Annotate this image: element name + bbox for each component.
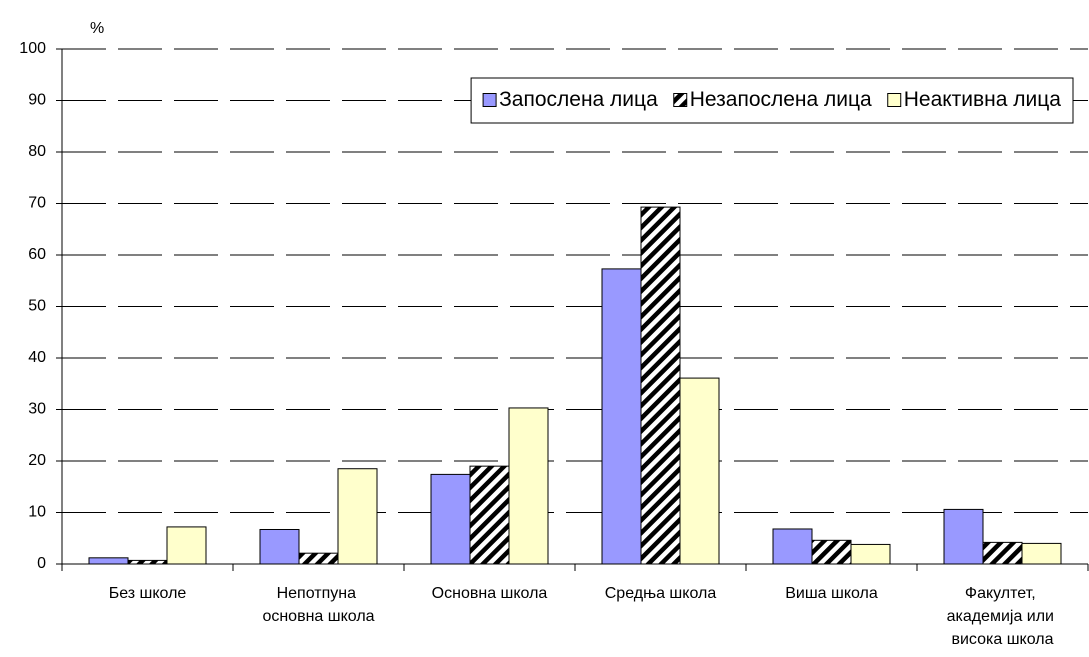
bar bbox=[640, 206, 681, 565]
x-tick-label: Основна школа bbox=[432, 585, 548, 602]
legend-swatch bbox=[482, 93, 497, 107]
bar bbox=[679, 377, 720, 565]
y-tick-label: 0 bbox=[37, 555, 46, 572]
bar bbox=[337, 468, 378, 565]
y-tick-label: 10 bbox=[28, 504, 46, 521]
bar bbox=[943, 508, 984, 565]
y-tick-label: 50 bbox=[28, 298, 46, 315]
y-tick-label: 40 bbox=[28, 349, 46, 366]
bar bbox=[1021, 542, 1062, 565]
bar bbox=[298, 552, 339, 565]
bar bbox=[127, 559, 168, 565]
x-tick-label: Средња школа bbox=[605, 585, 717, 602]
bar bbox=[508, 407, 549, 565]
y-tick-label: 80 bbox=[28, 143, 46, 160]
bar bbox=[166, 526, 207, 565]
y-tick-label: 60 bbox=[28, 246, 46, 263]
bar bbox=[430, 473, 471, 565]
y-tick-label: 30 bbox=[28, 401, 46, 418]
bar bbox=[850, 543, 891, 565]
y-tick-label: 20 bbox=[28, 452, 46, 469]
legend-swatch bbox=[887, 93, 902, 107]
legend-box bbox=[470, 77, 1074, 124]
y-axis-label: % bbox=[90, 20, 104, 37]
y-tick-label: 90 bbox=[28, 92, 46, 109]
bar bbox=[259, 528, 300, 565]
legend-label: Неактивна лица bbox=[904, 88, 1062, 111]
legend: Запослена лица Незапослена лица Неактивна … bbox=[470, 77, 1074, 124]
x-tick-label: Факултет, академија или висока школа bbox=[947, 585, 1059, 648]
bar bbox=[88, 557, 129, 565]
x-tick-label: Виша школа bbox=[785, 585, 878, 602]
bar bbox=[601, 268, 642, 565]
legend-label: Незапослена лица bbox=[690, 88, 872, 111]
legend-swatch bbox=[673, 93, 688, 107]
legend-label: Запослена лица bbox=[499, 88, 658, 111]
y-tick-label: 70 bbox=[28, 195, 46, 212]
bar bbox=[811, 539, 852, 565]
x-tick-label: Без школе bbox=[109, 585, 187, 602]
bar bbox=[772, 528, 813, 565]
y-tick-label: 100 bbox=[19, 40, 46, 57]
bar bbox=[469, 465, 510, 565]
bar bbox=[982, 541, 1023, 565]
x-tick-label: Непотпуна основна школа bbox=[262, 585, 374, 625]
